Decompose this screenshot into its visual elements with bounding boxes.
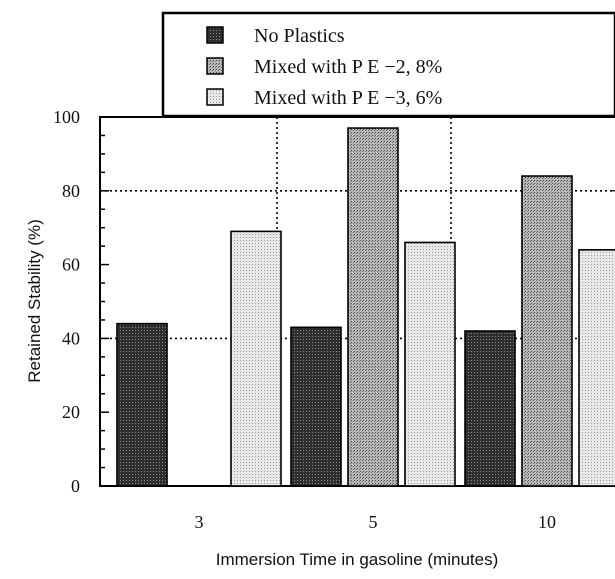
- y-tick-label: 0: [71, 476, 80, 496]
- bar-10-series-3: [578, 249, 615, 487]
- x-tick-label: 10: [538, 512, 556, 532]
- legend-swatch-1: [206, 26, 224, 44]
- legend-label-2: Mixed with P E −2, 8%: [254, 56, 442, 78]
- y-tick-label: 60: [62, 255, 80, 275]
- legend-box: [161, 11, 615, 118]
- x-tick-label: 5: [369, 512, 378, 532]
- legend-swatch-2: [206, 57, 224, 75]
- bar-5-series-1: [290, 326, 342, 487]
- bar-5-series-2: [347, 127, 399, 487]
- legend-label-1: No Plastics: [254, 25, 345, 47]
- bar-5-series-3: [404, 241, 456, 487]
- y-axis-title: Retained Stability (%): [25, 219, 44, 382]
- x-tick-label: 3: [195, 512, 204, 532]
- y-tick-label: 40: [62, 328, 80, 348]
- y-tick-label: 80: [62, 181, 80, 201]
- legend: No Plastics Mixed with P E −2, 8% Mixed wi…: [161, 11, 615, 118]
- bar-10-series-2: [521, 175, 573, 487]
- y-tick-label: 20: [62, 402, 80, 422]
- legend-swatch-3: [206, 88, 224, 106]
- legend-label-3: Mixed with P E −3, 6%: [254, 87, 442, 109]
- bar-3-series-3: [230, 230, 282, 487]
- bar-3-series-1: [116, 322, 168, 487]
- x-axis-title: Immersion Time in gasoline (minutes): [216, 550, 498, 569]
- y-tick-label: 100: [53, 107, 80, 127]
- bar-10-series-1: [464, 330, 516, 487]
